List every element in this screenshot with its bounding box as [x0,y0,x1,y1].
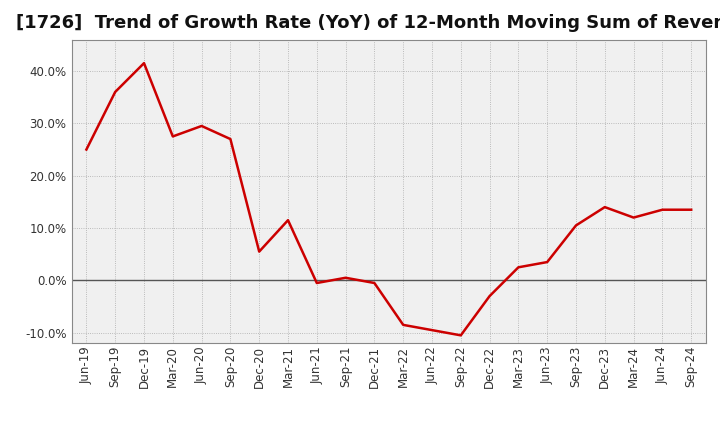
Title: [1726]  Trend of Growth Rate (YoY) of 12-Month Moving Sum of Revenues: [1726] Trend of Growth Rate (YoY) of 12-… [16,15,720,33]
